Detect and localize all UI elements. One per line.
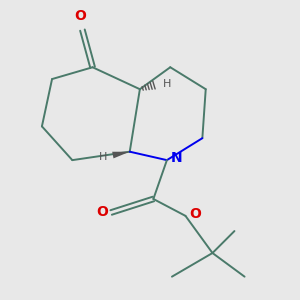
- Text: H: H: [163, 79, 171, 89]
- Text: O: O: [189, 207, 201, 221]
- Polygon shape: [112, 152, 130, 158]
- Text: N: N: [170, 152, 182, 165]
- Text: O: O: [74, 9, 86, 23]
- Text: H: H: [98, 152, 107, 162]
- Text: O: O: [96, 206, 108, 220]
